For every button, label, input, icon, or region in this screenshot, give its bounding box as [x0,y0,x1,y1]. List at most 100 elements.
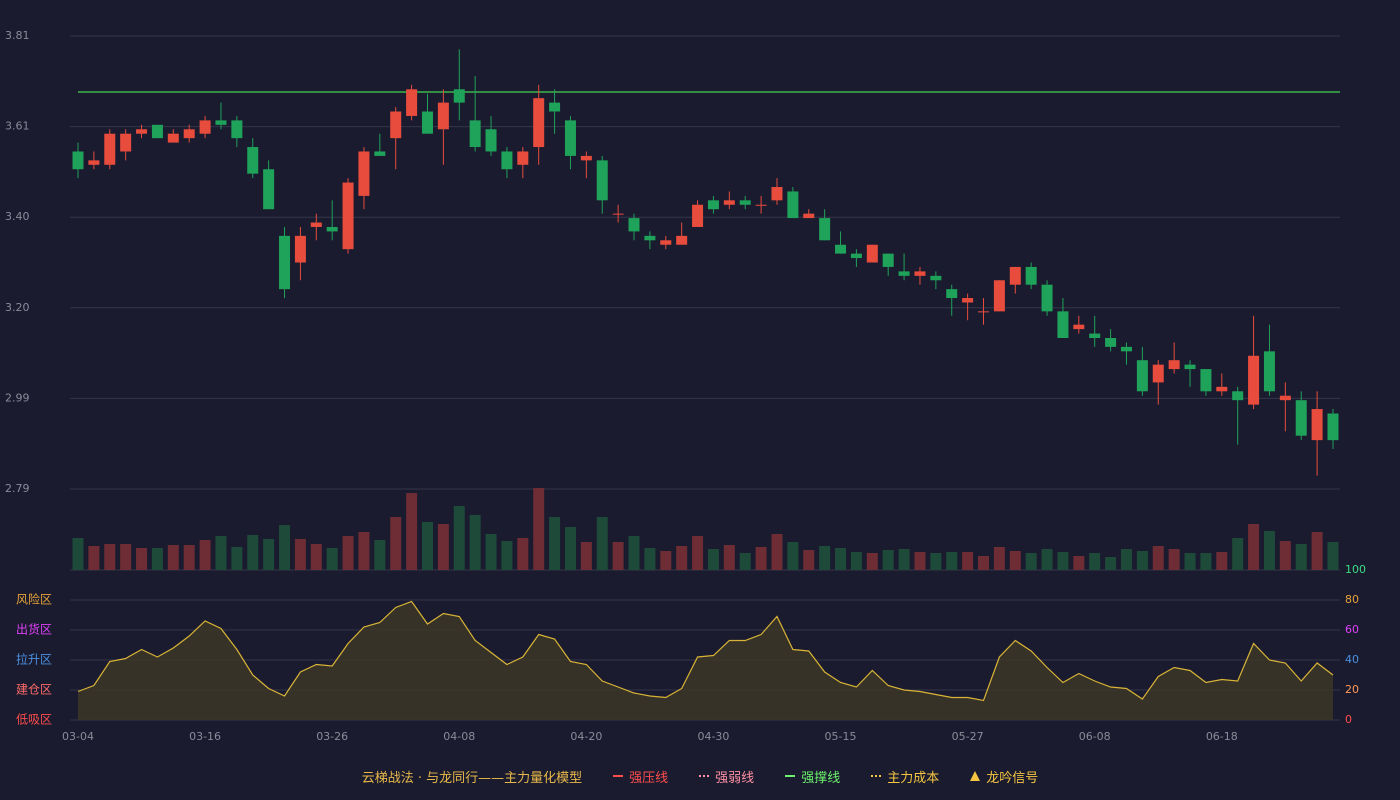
y2-tick-label: 20 [1345,683,1359,696]
volume-bar [263,539,275,570]
candle-body [231,120,243,139]
volume-bar [1152,546,1164,570]
volume-bar [707,549,719,570]
volume-bar [1136,551,1148,570]
y-tick-label: 3.61 [5,120,30,133]
volume-bar [1120,549,1132,570]
volume-bar [1200,553,1212,570]
y2-tick-label: 0 [1345,713,1352,726]
volume-bar [1041,549,1053,570]
candle-body [1105,338,1117,347]
y2-tick-label: 60 [1345,623,1359,636]
volume-bar [342,536,354,570]
candle-body [580,155,592,161]
volume-bar [183,545,195,570]
volume-bar [501,541,513,570]
volume-bar [787,542,799,570]
volume-bar [1009,551,1021,570]
volume-bar [517,538,529,570]
candle-body [1073,324,1085,330]
candle-body [183,129,195,139]
volume-bar [374,540,386,570]
candle-body [358,151,370,196]
volume-bar [739,553,751,570]
legend-item: 强撑线 [784,767,840,786]
volume-bar [136,548,148,570]
volume-bar [421,522,433,570]
volume-bar [1073,556,1085,570]
candle-body [771,187,783,201]
volume-bar [1263,531,1275,570]
volume-bar [104,544,116,570]
volume-bar [1327,542,1339,570]
volume-bar [279,525,291,570]
zone-label: 拉升区 [16,652,52,667]
volume-bar [930,553,942,570]
y-tick-label: 3.40 [5,210,30,223]
x-tick-label: 04-30 [697,730,729,743]
volume-bar [850,552,862,570]
candle-body [946,289,958,299]
volume-bar [1279,541,1291,570]
candle-body [453,89,465,103]
candle-body [866,244,878,263]
legend-label: 主力成本 [887,770,940,786]
candle-body [993,280,1005,312]
volume-bar [231,547,243,570]
volume-bar [406,493,418,570]
candle-body [549,102,561,112]
candle-body [1041,284,1053,312]
volume-bar [914,552,926,570]
x-tick-label: 05-27 [952,730,984,743]
legend-label: 强压线 [629,770,669,786]
volume-bar [326,548,338,570]
legend-item: 主力成本 [870,767,939,786]
legend: 云梯战法 · 与龙同行——主力量化模型 强压线 强弱线 强撑线 主力成本 龙吟信号 [0,764,1400,788]
candle-body [1248,355,1260,405]
legend-item: 龙吟信号 [969,767,1038,786]
candle-body [469,120,481,148]
legend-triangle [970,771,981,781]
volume-bar [120,544,132,570]
candle-body [1263,351,1275,392]
x-tick-label: 04-20 [570,730,602,743]
candle-body [676,235,688,245]
candle-body [247,147,259,174]
y2-tick-label: 40 [1345,653,1359,666]
candle-body [533,98,545,148]
volume-bar [1216,552,1228,570]
candle-body [72,151,84,170]
y-tick-label: 3.20 [5,301,30,314]
volume-bar [676,546,688,570]
volume-bar [247,535,259,570]
candle-body [215,120,227,125]
volume-bar [962,552,974,570]
volume-bar [437,524,449,570]
volume-bar [72,538,84,570]
legend-marker [871,775,882,777]
candle-body [88,160,100,165]
volume-bar [580,542,592,570]
indicator-line [77,600,1334,702]
candle-body [279,235,291,290]
candle-body [739,200,751,205]
legend-title: 云梯战法 · 与龙同行——主力量化模型 [361,770,583,786]
volume-bar [596,517,608,570]
candle-body [787,191,799,219]
candle-body [104,133,116,165]
zone-label: 建仓区 [16,683,52,697]
volume-bar [1025,553,1037,570]
candle-body [1327,413,1339,441]
y2-tick-label: 80 [1345,593,1359,606]
volume-bar [215,536,227,570]
x-tick-label: 03-16 [189,730,221,743]
candle-body [263,169,275,210]
volume-bar [1311,532,1323,570]
candle-body [1232,391,1244,401]
candle-body [326,226,338,232]
volume-bar [835,548,847,570]
chart: 2.79 2.99 3.20 3.40 3.61 3.81 0 20 40 60 80 100 风险区出… [5,29,1366,743]
candle-body [1009,266,1021,285]
candle-body [421,111,433,134]
legend-marker [785,775,796,777]
